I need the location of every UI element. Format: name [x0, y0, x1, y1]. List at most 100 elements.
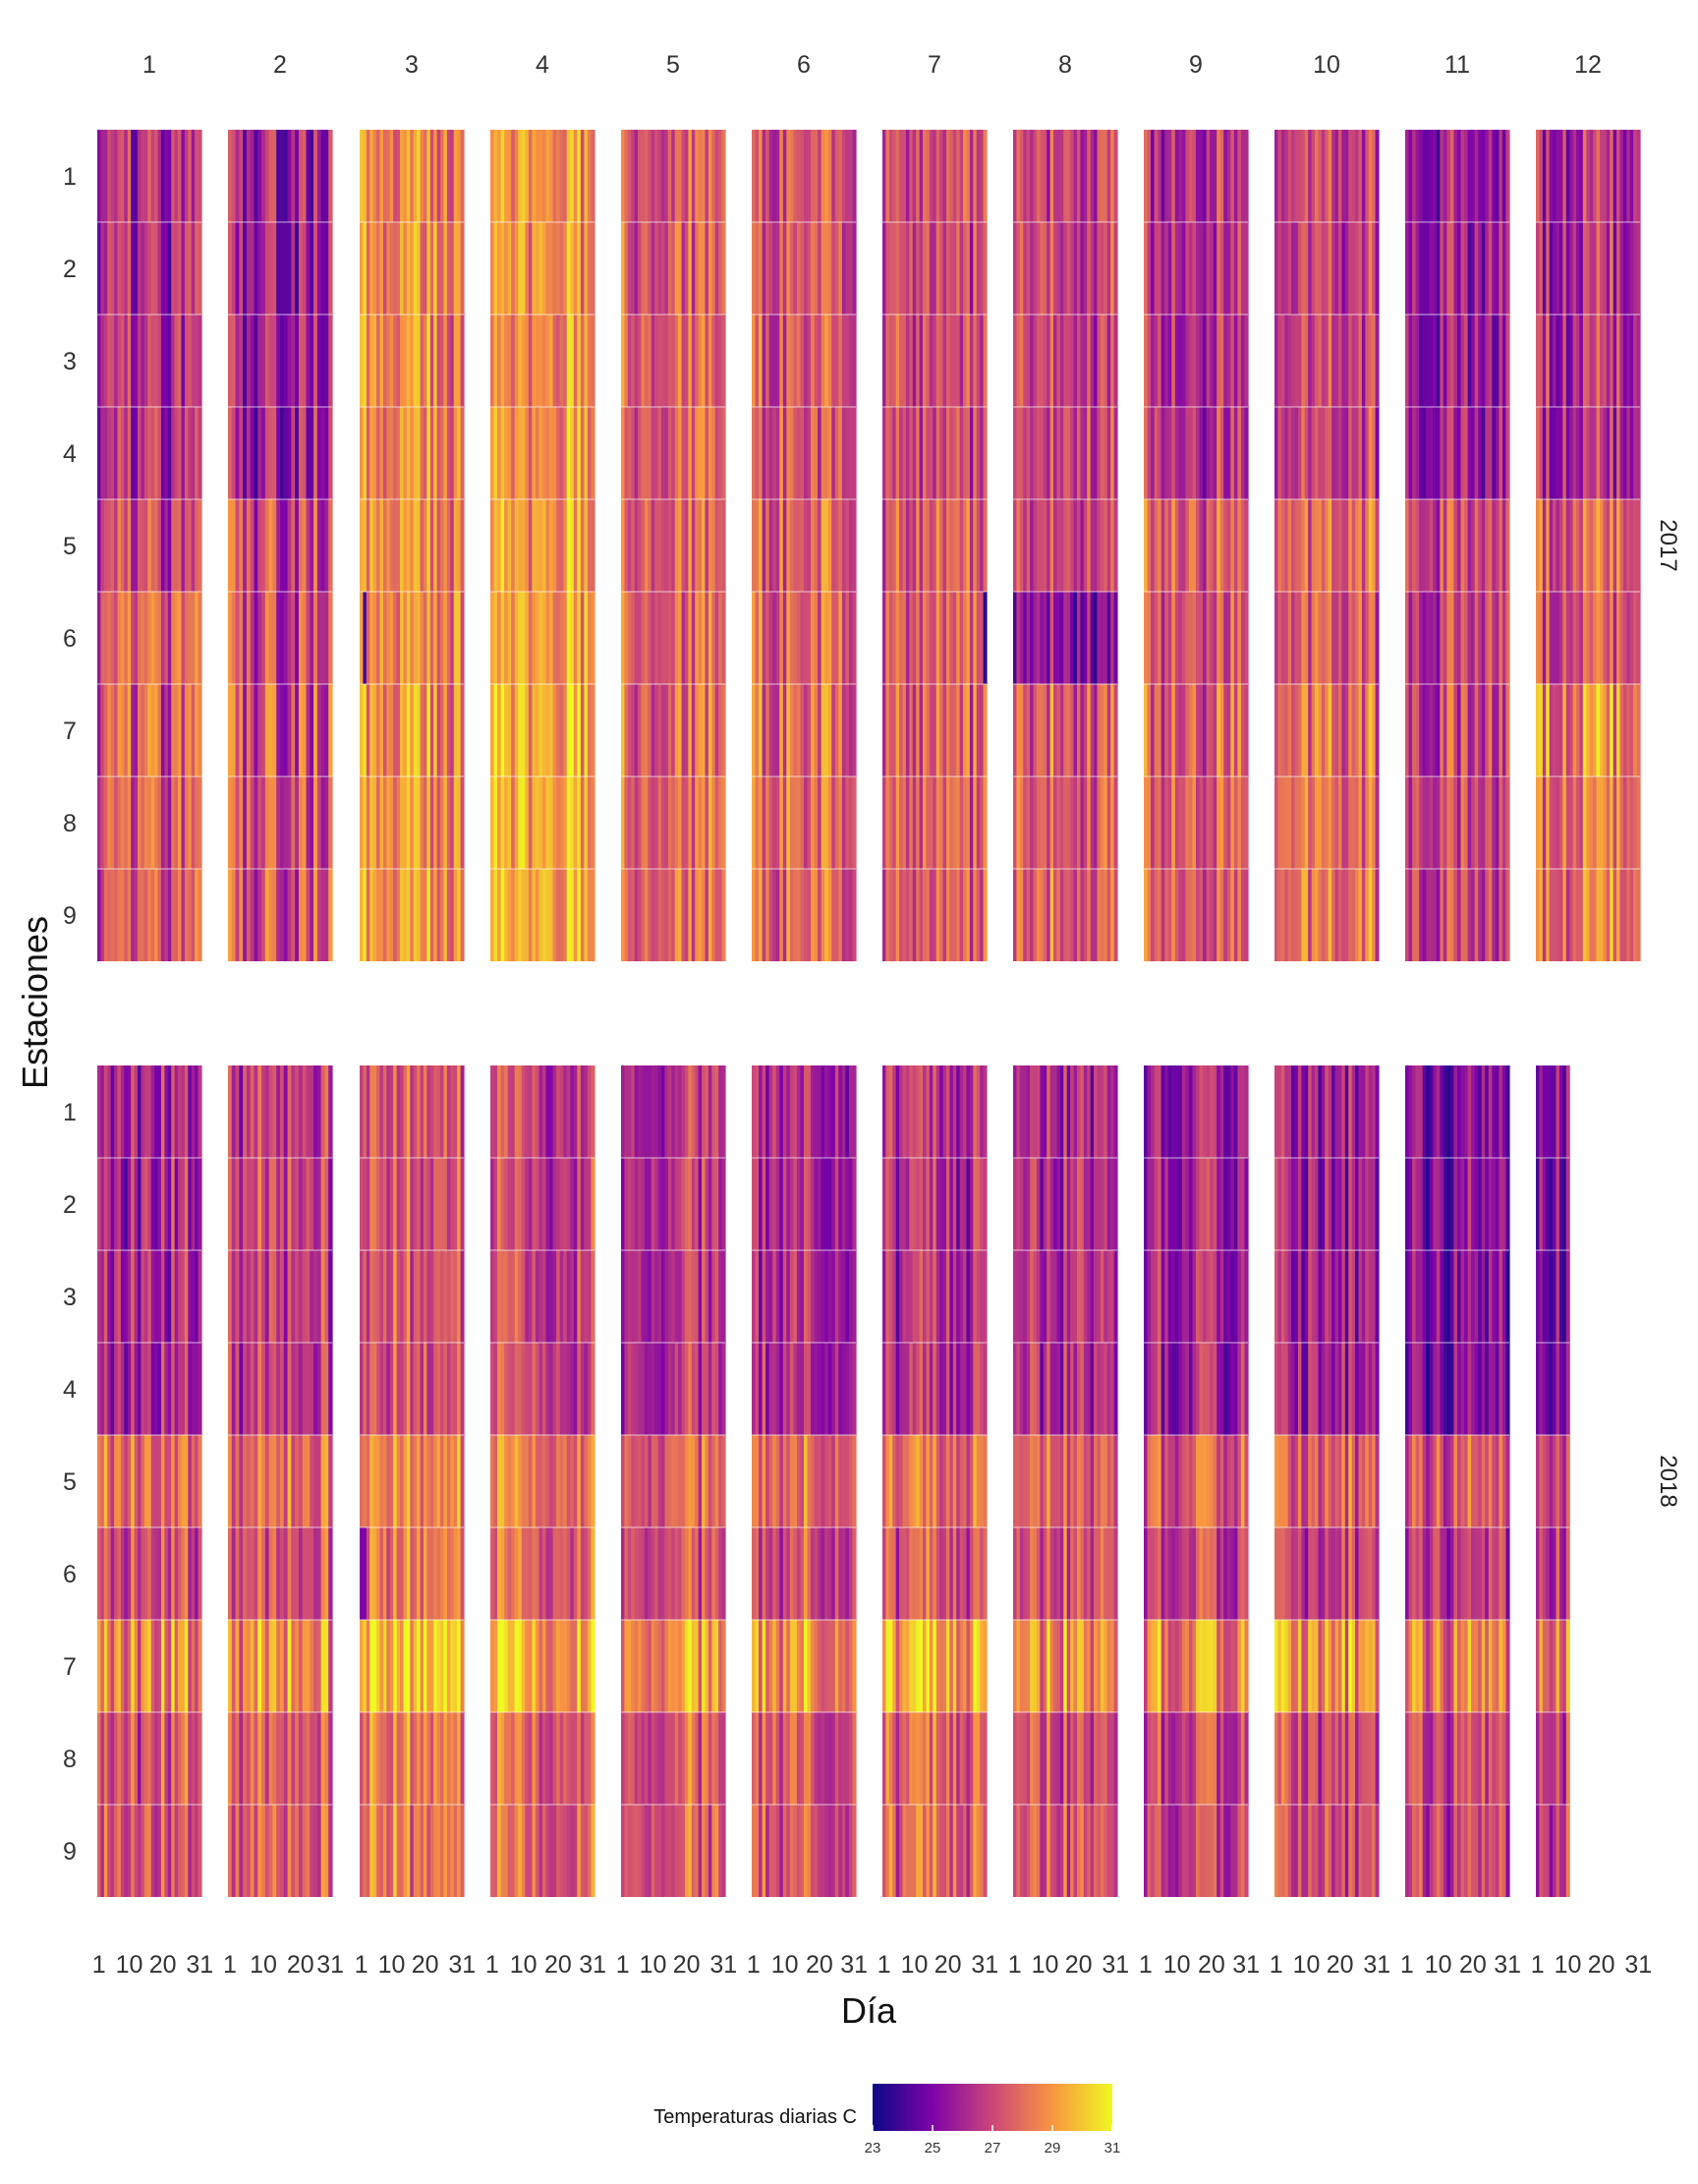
heatmap-cell — [1230, 869, 1235, 961]
heatmap-cell — [1013, 407, 1018, 499]
heatmap-cell — [1325, 407, 1330, 499]
heatmap-cell — [827, 1712, 832, 1805]
heatmap-cell — [393, 1343, 398, 1435]
heatmap-cell — [563, 1620, 568, 1712]
heatmap-cell — [1546, 315, 1551, 407]
heatmap-cell — [264, 684, 270, 776]
panel-2017-month-2 — [228, 130, 333, 961]
heatmap-cell — [755, 499, 760, 592]
heatmap-cell — [1185, 130, 1190, 222]
heatmap-cell — [621, 1527, 626, 1620]
heatmap-cell — [143, 499, 148, 592]
heatmap-cell — [1311, 869, 1316, 961]
heatmap-cell — [1478, 222, 1483, 315]
heatmap-cell — [841, 499, 846, 592]
heatmap-cell — [755, 315, 760, 407]
heatmap-cell — [945, 315, 950, 407]
heatmap-cell — [702, 499, 707, 592]
heatmap-cell — [755, 684, 760, 776]
heatmap-cell — [1606, 130, 1611, 222]
heatmap-cell — [570, 1435, 575, 1527]
heatmap-cell — [316, 776, 322, 869]
heatmap-cell — [372, 1158, 377, 1250]
heatmap-cell — [261, 1805, 266, 1897]
heatmap-cell — [1582, 684, 1587, 776]
heatmap-cell — [257, 1158, 262, 1250]
heatmap-cell — [939, 776, 944, 869]
heatmap-cell — [644, 1620, 649, 1712]
heatmap-cell — [1144, 592, 1149, 684]
heatmap-cell — [1408, 499, 1413, 592]
heatmap-cell — [834, 222, 839, 315]
heatmap-cell — [814, 1158, 819, 1250]
heatmap-cell — [634, 499, 639, 592]
heatmap-cell — [681, 1712, 686, 1805]
heatmap-cell — [935, 499, 940, 592]
heatmap-cell — [417, 1712, 422, 1805]
heatmap-cell — [786, 1250, 791, 1343]
heatmap-cell — [291, 776, 296, 869]
heatmap-cell — [1287, 407, 1292, 499]
heatmap-cell — [708, 776, 712, 869]
heatmap-cell — [389, 1527, 394, 1620]
heatmap-cell — [1040, 776, 1045, 869]
heatmap-cell — [570, 1343, 575, 1435]
heatmap-cell — [638, 1805, 643, 1897]
heatmap-cell — [804, 869, 809, 961]
heatmap-cell — [1030, 130, 1035, 222]
heatmap-cell — [443, 776, 448, 869]
heatmap-cell — [807, 1065, 812, 1158]
heatmap-cell — [591, 222, 595, 315]
heatmap-cell — [514, 592, 519, 684]
heatmap-cell — [772, 1065, 777, 1158]
heatmap-cell — [178, 1527, 183, 1620]
heatmap-cell — [243, 776, 248, 869]
heatmap-cell — [1315, 684, 1320, 776]
heatmap-cell — [1351, 684, 1356, 776]
heatmap-cell — [316, 1527, 322, 1620]
heatmap-cell — [100, 592, 105, 684]
heatmap-cell — [644, 1712, 649, 1805]
heatmap-cell — [497, 1805, 502, 1897]
heatmap-cell — [120, 222, 125, 315]
heatmap-cell — [1636, 130, 1641, 222]
heatmap-cell — [1488, 776, 1493, 869]
heatmap-cell — [457, 592, 462, 684]
heatmap-cell — [369, 315, 374, 407]
heatmap-cell — [627, 1158, 632, 1250]
heatmap-cell — [1066, 130, 1071, 222]
heatmap-cell — [306, 1527, 311, 1620]
heatmap-cell — [807, 1620, 812, 1712]
heatmap-cell — [261, 1158, 266, 1250]
heatmap-cell — [188, 130, 193, 222]
heatmap-cell — [698, 1805, 703, 1897]
heatmap-cell — [848, 1620, 854, 1712]
heatmap-cell — [1147, 592, 1152, 684]
heatmap-cell — [1495, 869, 1500, 961]
heatmap-cell — [446, 222, 451, 315]
heatmap-cell — [782, 1805, 787, 1897]
heatmap-cell — [1053, 407, 1058, 499]
heatmap-cell — [436, 130, 441, 222]
heatmap-cell — [1090, 315, 1095, 407]
heatmap-cell — [1016, 130, 1021, 222]
heatmap-cell — [131, 407, 136, 499]
heatmap-cell — [624, 130, 629, 222]
heatmap-cell — [631, 1343, 636, 1435]
heatmap-cell — [157, 130, 162, 222]
heatmap-cell — [131, 1620, 136, 1712]
heatmap-cell — [556, 1712, 561, 1805]
heatmap-cell — [814, 684, 819, 776]
heatmap-cell — [1556, 407, 1560, 499]
heatmap-cell — [254, 1435, 258, 1527]
heatmap-cell — [1023, 869, 1028, 961]
heatmap-cell — [1040, 315, 1045, 407]
heatmap-cell — [1562, 684, 1567, 776]
heatmap-cell — [926, 869, 931, 961]
heatmap-cell — [127, 592, 132, 684]
heatmap-cell — [1351, 222, 1356, 315]
heatmap-cell — [406, 1158, 411, 1250]
heatmap-cell — [786, 684, 791, 776]
heatmap-cell — [320, 776, 326, 869]
heatmap-cell — [1372, 776, 1377, 869]
